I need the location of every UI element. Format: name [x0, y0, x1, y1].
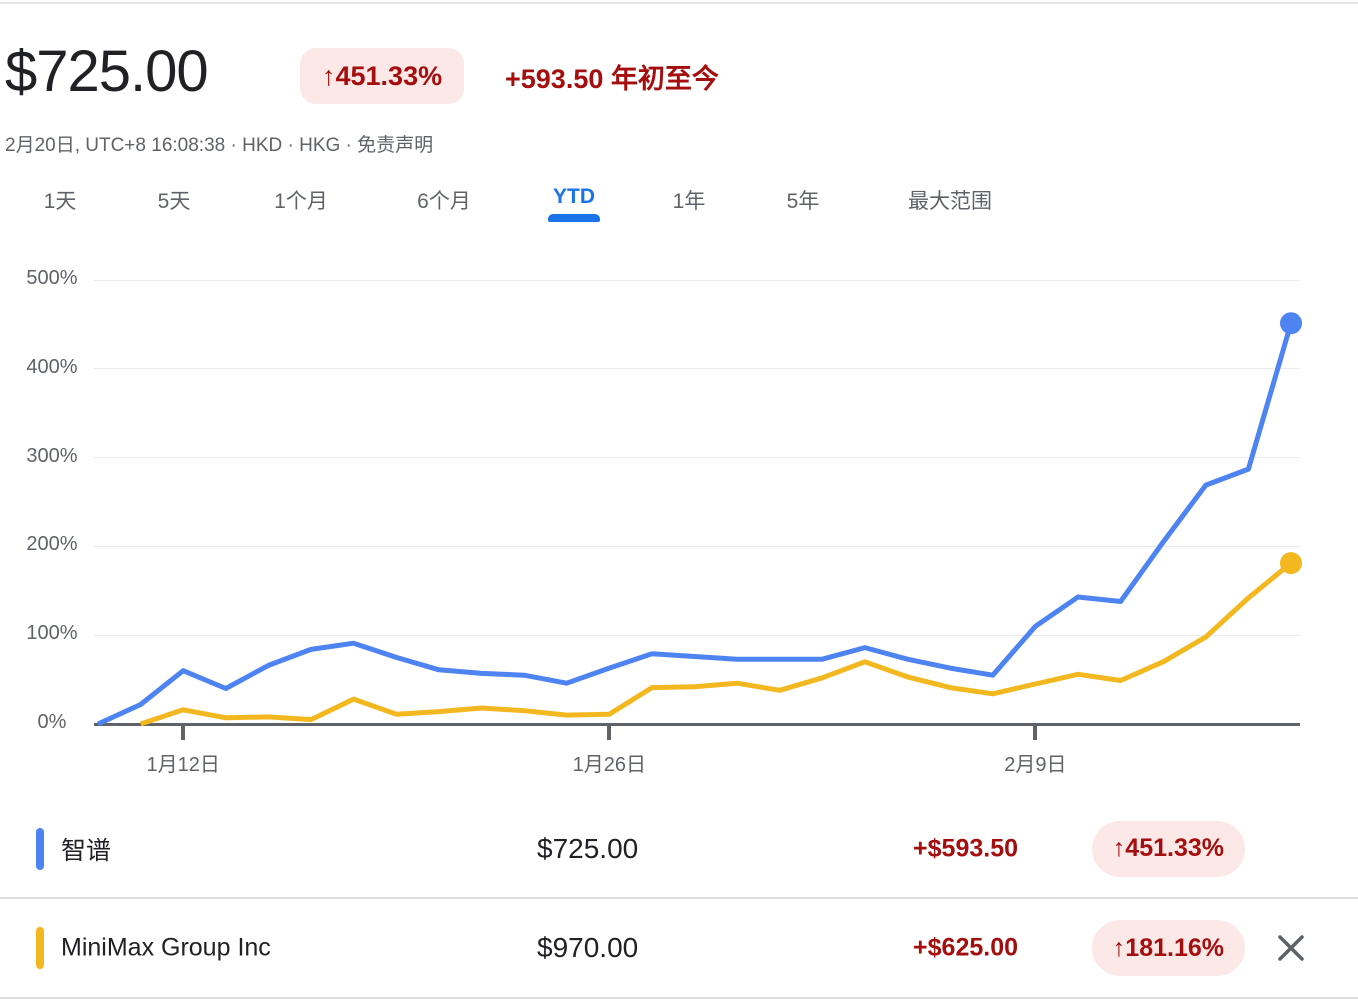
- series-change-amount: +$593.50: [913, 834, 1018, 862]
- tab-max[interactable]: 最大范围: [908, 190, 992, 213]
- x-axis-label: 1月12日: [146, 754, 220, 776]
- tab-1m[interactable]: 1个月: [274, 190, 328, 213]
- series-change-percent-badge: ↑451.33%: [1091, 820, 1245, 877]
- tab-1d[interactable]: 1天: [43, 190, 77, 213]
- top-border: [0, 2, 1358, 4]
- series-name: MiniMax Group Inc: [61, 933, 271, 962]
- x-axis-label: 2月9日: [1004, 754, 1067, 776]
- y-axis-label: 400%: [26, 355, 78, 378]
- series-price: $970.00: [537, 932, 639, 963]
- legend-divider: [0, 897, 1358, 899]
- legend-row-zhipu: 智谱 $725.00 +$593.50 ↑451.33%: [0, 800, 1358, 897]
- x-axis-tick: [607, 725, 612, 740]
- series-price: $725.00: [537, 832, 639, 864]
- series-color-bar-zhipu: [36, 827, 44, 870]
- tab-5y[interactable]: 5年: [786, 190, 820, 213]
- gridline: [94, 368, 1300, 370]
- disclaimer-link[interactable]: 免责声明: [357, 135, 434, 156]
- x-axis-tick: [1033, 725, 1038, 740]
- price-change-amount: +593.50 年初至今: [505, 63, 719, 94]
- series-name: 智谱: [61, 836, 112, 865]
- price-line-zhipu: [96, 322, 1294, 727]
- tab-1y[interactable]: 1年: [672, 190, 706, 213]
- series-change-amount: +$625.00: [913, 933, 1018, 962]
- tab-5d[interactable]: 5天: [157, 190, 191, 213]
- price-change-percent-badge: ↑451.33%: [300, 48, 465, 104]
- x-axis-tick: [181, 725, 186, 740]
- y-axis-label: 100%: [26, 622, 78, 645]
- remove-comparison-close-icon[interactable]: [1276, 933, 1306, 963]
- y-axis-label: 0%: [37, 711, 67, 733]
- series-change-percent-badge: ↑181.16%: [1091, 920, 1245, 976]
- price-line-minimax: [139, 561, 1293, 727]
- gridline: [94, 634, 1300, 636]
- tab-6m[interactable]: 6个月: [417, 190, 471, 213]
- gridline: [94, 457, 1300, 459]
- tab-ytd[interactable]: YTD: [553, 185, 595, 208]
- y-axis-label: 200%: [26, 533, 78, 556]
- x-axis-line: [94, 722, 1300, 726]
- gridline: [94, 279, 1300, 281]
- y-axis-label: 300%: [26, 444, 78, 467]
- last-point-dot-zhipu: [1280, 312, 1302, 335]
- y-axis-label: 500%: [26, 267, 78, 289]
- current-price: $725.00: [5, 39, 209, 104]
- last-point-dot-minimax: [1280, 552, 1302, 575]
- gridline: [94, 545, 1300, 547]
- bottom-divider: [0, 997, 1358, 999]
- quote-meta-text: 2月20日, UTC+8 16:08:38 · HKD · HKG ·: [5, 135, 358, 156]
- legend-row-minimax: MiniMax Group Inc $970.00 +$625.00 ↑181.…: [0, 899, 1358, 997]
- x-axis-label: 1月26日: [572, 754, 646, 776]
- quote-meta: 2月20日, UTC+8 16:08:38 · HKD · HKG · 免责声明: [5, 130, 433, 157]
- series-color-bar-minimax: [36, 927, 44, 969]
